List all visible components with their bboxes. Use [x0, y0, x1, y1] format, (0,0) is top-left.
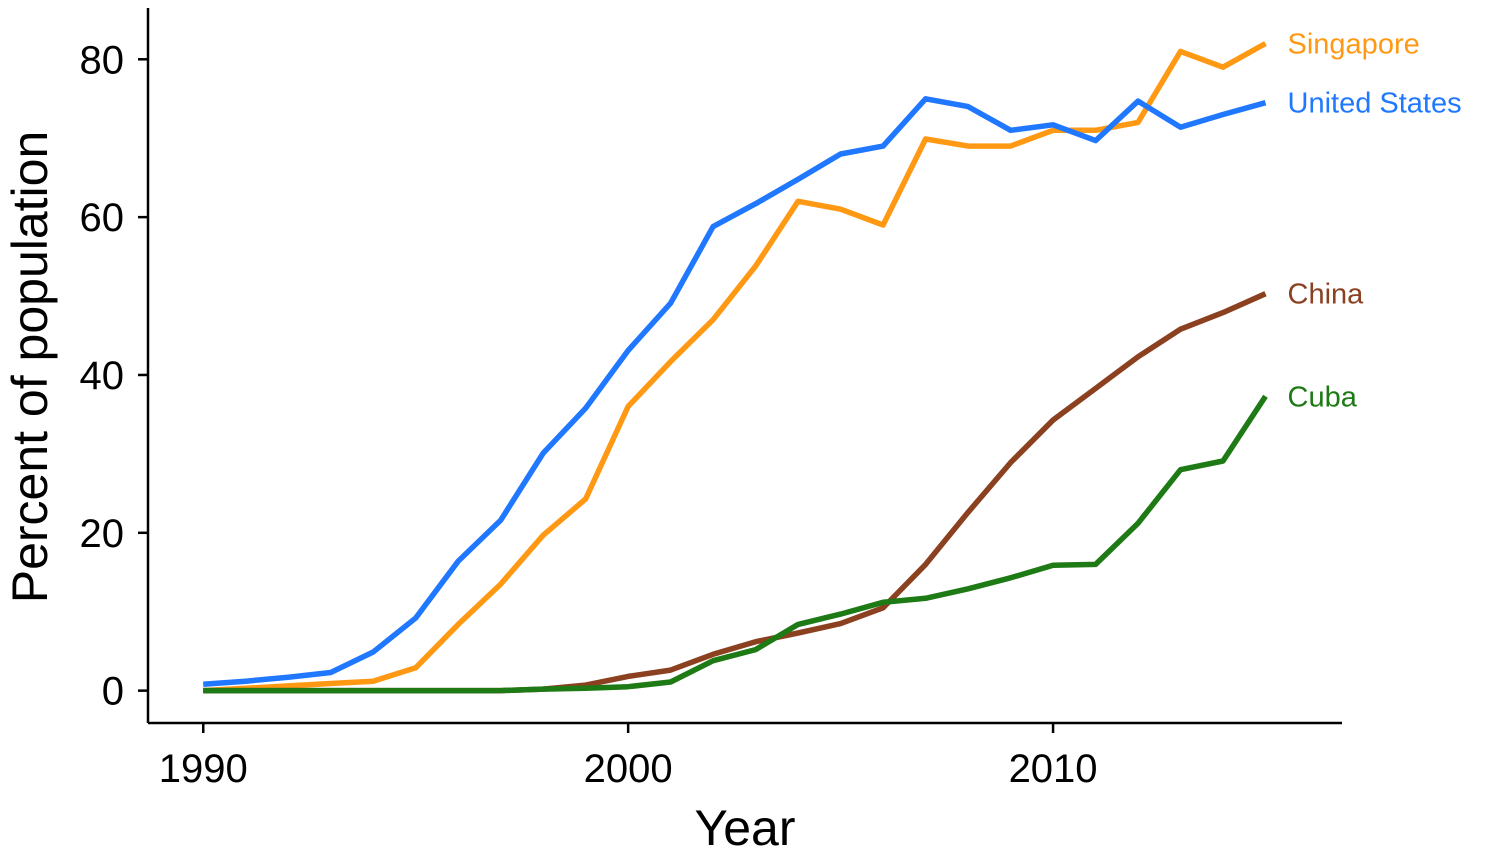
plot-lines: [202, 41, 1268, 694]
y-tick-label: 40: [80, 354, 125, 398]
y-tick-label: 20: [80, 512, 125, 556]
series-label-china: China: [1288, 279, 1365, 311]
y-tick-label: 0: [102, 670, 124, 714]
series-line-china: [203, 291, 1267, 694]
y-tick-label: 80: [80, 38, 125, 82]
y-tick-label: 60: [80, 196, 125, 240]
series-label-cuba: Cuba: [1288, 381, 1358, 413]
series-line-singapore: [203, 41, 1267, 694]
x-tick-label: 2000: [584, 747, 673, 791]
y-axis-title: Percent of population: [2, 131, 58, 604]
y-axis: 0 20 40 60 80: [80, 8, 150, 723]
series-line-united-states: [202, 96, 1267, 688]
x-tick-label: 1990: [159, 747, 248, 791]
series-label-united-states: United States: [1288, 88, 1462, 120]
series-labels: Singapore United States China Cuba: [1288, 29, 1462, 414]
series-label-singapore: Singapore: [1288, 29, 1420, 61]
series-line-cuba: [203, 394, 1268, 694]
x-axis: 1990 2000 2010: [148, 721, 1342, 791]
x-axis-title: Year: [694, 800, 795, 856]
x-tick-label: 2010: [1009, 747, 1098, 791]
